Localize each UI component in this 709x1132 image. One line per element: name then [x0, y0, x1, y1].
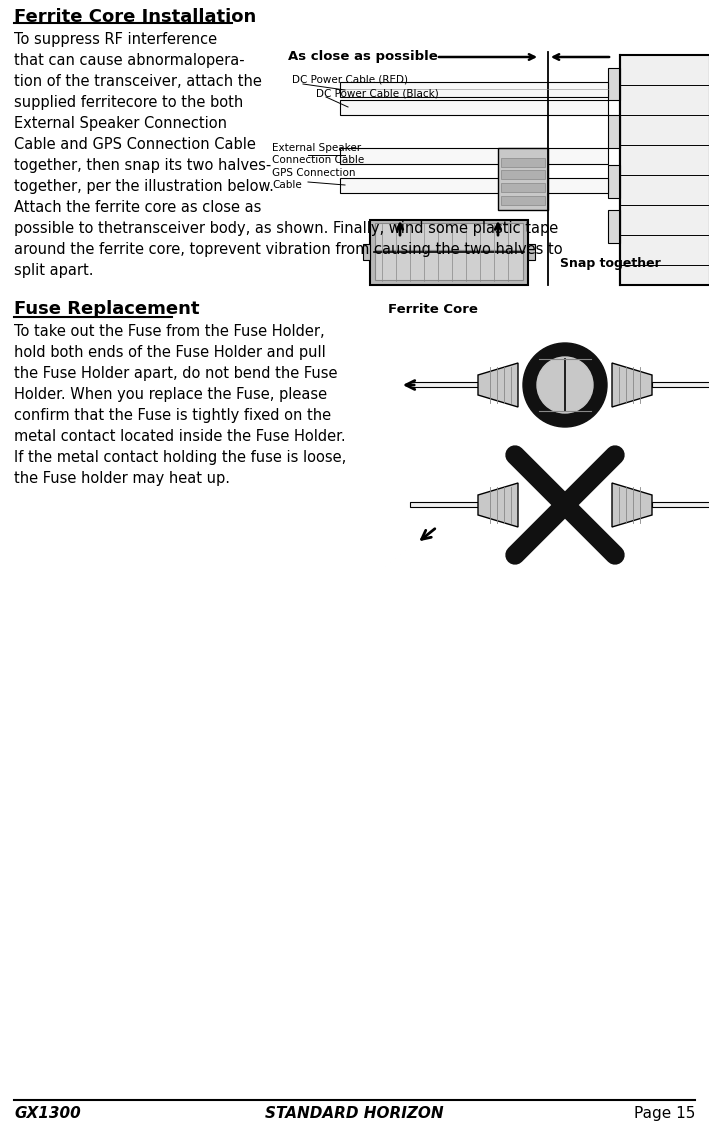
Circle shape [523, 343, 607, 427]
Text: together, per the illustration below.: together, per the illustration below. [14, 179, 274, 194]
Text: To take out the Fuse from the Fuse Holder,: To take out the Fuse from the Fuse Holde… [14, 324, 325, 338]
Polygon shape [478, 483, 518, 528]
Bar [375, 223, 523, 250]
Bar [608, 211, 620, 243]
Polygon shape [478, 363, 518, 408]
Polygon shape [612, 483, 652, 528]
Bar [620, 55, 709, 285]
Text: Ferrite Core Installation: Ferrite Core Installation [14, 8, 256, 26]
Text: together, then snap its two halves-: together, then snap its two halves- [14, 158, 272, 173]
Bar [363, 245, 370, 260]
Text: Ferrite Core: Ferrite Core [388, 303, 478, 316]
Text: that can cause abnormalopera-: that can cause abnormalopera- [14, 53, 245, 68]
Text: Cable and GPS Connection Cable: Cable and GPS Connection Cable [14, 137, 256, 152]
Text: External Speaker
Connection Cable: External Speaker Connection Cable [272, 143, 364, 164]
Bar [501, 158, 545, 168]
Text: Holder. When you replace the Fuse, please: Holder. When you replace the Fuse, pleas… [14, 387, 327, 402]
Bar [410, 381, 478, 387]
Text: External Speaker Connection: External Speaker Connection [14, 115, 227, 131]
Bar [370, 220, 528, 285]
Text: GX1300: GX1300 [14, 1106, 81, 1121]
Circle shape [537, 357, 593, 413]
Text: split apart.: split apart. [14, 263, 94, 278]
Text: tion of the transceiver, attach the: tion of the transceiver, attach the [14, 74, 262, 89]
Text: metal contact located inside the Fuse Holder.: metal contact located inside the Fuse Ho… [14, 429, 345, 444]
Text: GPS Connection
Cable: GPS Connection Cable [272, 168, 355, 189]
Text: Attach the ferrite core as close as: Attach the ferrite core as close as [14, 200, 262, 215]
Text: DC Power Cable (RED): DC Power Cable (RED) [292, 74, 408, 84]
Bar [340, 148, 608, 164]
Bar [340, 82, 608, 97]
Text: DC Power Cable (Black): DC Power Cable (Black) [316, 88, 439, 98]
Bar [501, 183, 545, 192]
Text: To suppress RF interference: To suppress RF interference [14, 32, 217, 48]
Bar [500, 151, 540, 175]
Bar [608, 115, 620, 148]
Bar [410, 501, 478, 507]
Text: possible to thetransceiver body, as shown. Finally, wind some plastic tape: possible to thetransceiver body, as show… [14, 221, 558, 235]
Text: As close as possible: As close as possible [288, 50, 437, 63]
Bar [498, 148, 548, 211]
Text: supplied ferritecore to the both: supplied ferritecore to the both [14, 95, 243, 110]
Text: If the metal contact holding the fuse is loose,: If the metal contact holding the fuse is… [14, 451, 346, 465]
Bar [340, 100, 608, 115]
Bar [501, 170, 545, 179]
Bar [501, 196, 545, 205]
Text: Page 15: Page 15 [634, 1106, 695, 1121]
Bar [528, 245, 535, 260]
Bar [608, 165, 620, 198]
Text: Snap together: Snap together [560, 257, 661, 271]
Bar [652, 501, 709, 507]
Text: Fuse Replacement: Fuse Replacement [14, 300, 199, 318]
Text: the Fuse Holder apart, do not bend the Fuse: the Fuse Holder apart, do not bend the F… [14, 366, 337, 381]
Text: around the ferrite core, toprevent vibration from causing the two halves to: around the ferrite core, toprevent vibra… [14, 242, 563, 257]
Text: the Fuse holder may heat up.: the Fuse holder may heat up. [14, 471, 230, 486]
Bar [608, 68, 620, 100]
Polygon shape [612, 363, 652, 408]
Bar [652, 381, 709, 387]
Text: confirm that the Fuse is tightly fixed on the: confirm that the Fuse is tightly fixed o… [14, 408, 331, 423]
Text: hold both ends of the Fuse Holder and pull: hold both ends of the Fuse Holder and pu… [14, 345, 325, 360]
Bar [340, 178, 608, 192]
Bar [375, 250, 523, 280]
Text: STANDARD HORIZON: STANDARD HORIZON [264, 1106, 443, 1121]
